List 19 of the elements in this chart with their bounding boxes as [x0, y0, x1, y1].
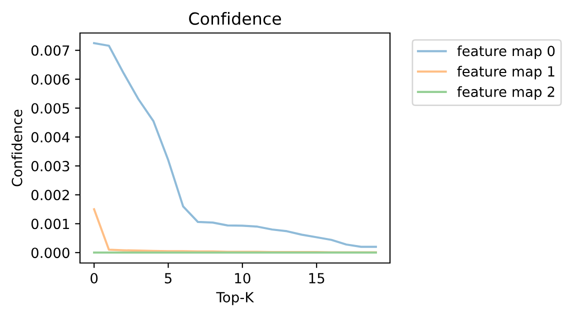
y-tick-label: 0.001: [31, 218, 69, 230]
y-tick-label: 0.003: [31, 160, 70, 172]
y-tick-label: 0.005: [31, 103, 70, 114]
x-axis-title: Top-K: [216, 292, 254, 306]
line-series: [93, 42, 377, 248]
y-tick-label: 0.007: [31, 45, 70, 56]
y-axis-title: Confidence: [12, 110, 22, 186]
x-tick-label: 10: [235, 272, 250, 284]
chart-title: Confidence: [189, 12, 281, 25]
x-tick-label: 0: [90, 272, 98, 284]
x-tick-label: 5: [164, 273, 172, 284]
y-tick-label: 0.002: [31, 190, 69, 200]
x-tick-label: 15: [309, 273, 324, 284]
legend-label: feature map 2: [457, 86, 554, 100]
y-tick-label: 0.006: [31, 74, 70, 85]
legend-label: feature map 0: [457, 46, 555, 59]
y-tick-label: 0.000: [31, 248, 70, 258]
legend-label: feature map 1: [457, 66, 554, 80]
y-tick-label: 0.004: [31, 132, 70, 142]
